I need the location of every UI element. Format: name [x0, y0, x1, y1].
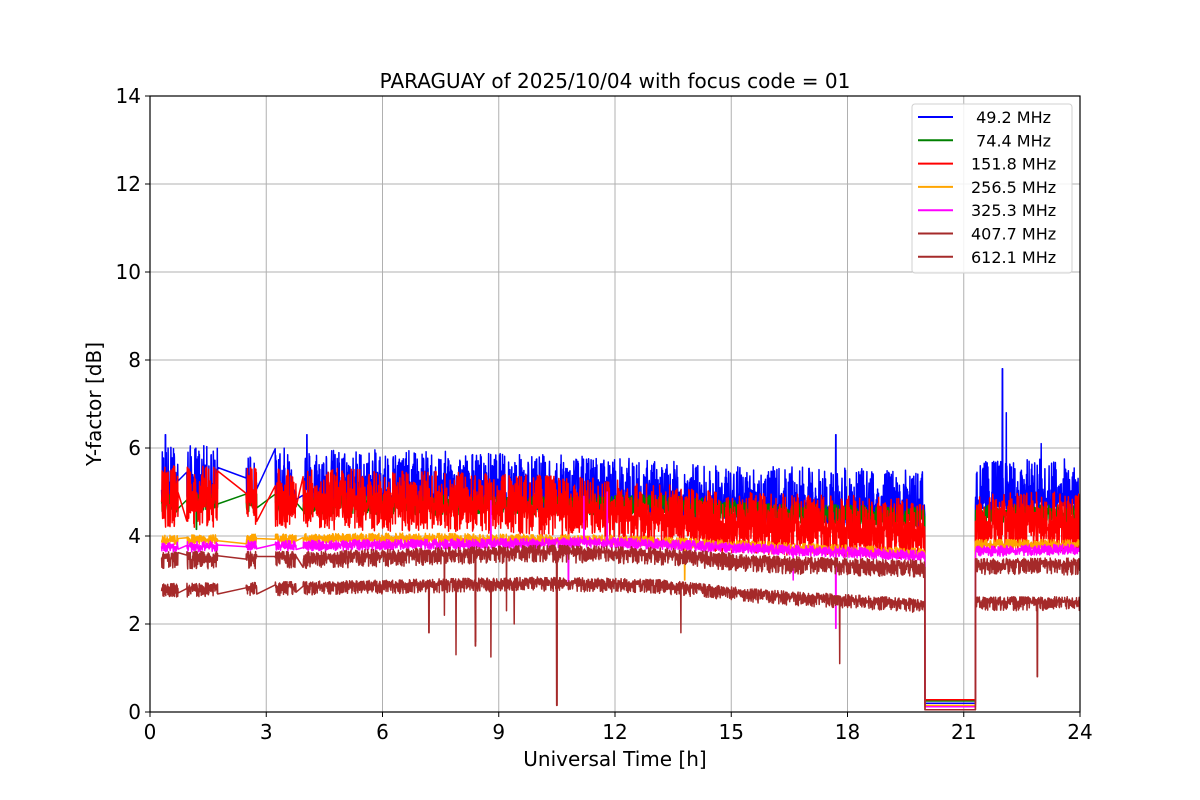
x-tick-label: 9: [492, 720, 505, 744]
legend-label: 325.3 MHz: [971, 201, 1056, 220]
legend-entry: 74.4 MHz: [918, 131, 1051, 150]
x-tick-label: 18: [835, 720, 860, 744]
series-line-4: [160, 491, 1080, 708]
legend-label: 49.2 MHz: [971, 108, 1051, 127]
x-tick-label: 12: [602, 720, 627, 744]
legend-entry: 49.2 MHz: [918, 108, 1051, 127]
x-tick-label: 0: [144, 720, 157, 744]
y-tick-label: 6: [128, 436, 141, 460]
y-tick-label: 4: [128, 524, 141, 548]
y-axis-label: Y-factor [dB]: [82, 342, 106, 467]
legend-label: 256.5 MHz: [971, 178, 1056, 197]
x-tick-label: 21: [951, 720, 976, 744]
legend-entry: 612.1 MHz: [918, 248, 1056, 267]
legend-box: [911, 103, 1073, 274]
y-tick-label: 2: [128, 612, 141, 636]
series-line-3: [160, 532, 1080, 707]
legend-entry: 256.5 MHz: [918, 178, 1056, 197]
x-axis: 0 3 6 9 12 15 18 21 24: [144, 712, 1093, 744]
series-line-5: [160, 544, 1080, 711]
legend-label: 407.7 MHz: [971, 225, 1056, 244]
legend-entry: 325.3 MHz: [918, 201, 1056, 220]
y-tick-label: 14: [116, 84, 141, 108]
legend-label: 612.1 MHz: [971, 248, 1056, 267]
legend-label: 151.8 MHz: [971, 155, 1056, 174]
x-tick-label: 24: [1067, 720, 1092, 744]
y-tick-label: 8: [128, 348, 141, 372]
series-lines: [160, 368, 1080, 711]
legend-entry: 151.8 MHz: [918, 155, 1056, 174]
x-tick-label: 15: [719, 720, 744, 744]
x-tick-label: 3: [260, 720, 273, 744]
y-tick-label: 10: [116, 260, 141, 284]
x-axis-label: Universal Time [h]: [523, 747, 706, 771]
legend: 49.2 MHz 74.4 MHz 151.8 MHz 256.5 MHz 325.3…: [911, 103, 1073, 274]
series-line-2: [160, 465, 1080, 701]
legend-entry: 407.7 MHz: [918, 225, 1056, 244]
x-tick-label: 6: [376, 720, 389, 744]
y-axis: 0 2 4 6 8 10 12 14: [116, 84, 150, 724]
chart-title: PARAGUAY of 2025/10/04 with focus code =…: [380, 69, 851, 93]
series-line-6: [160, 576, 1080, 711]
y-tick-label: 12: [116, 172, 141, 196]
y-tick-label: 0: [128, 700, 141, 724]
legend-label: 74.4 MHz: [971, 131, 1051, 150]
